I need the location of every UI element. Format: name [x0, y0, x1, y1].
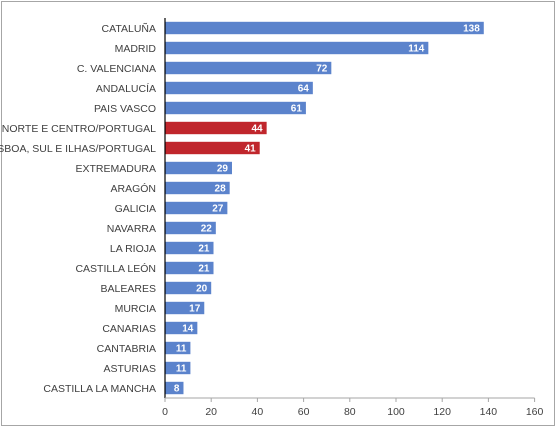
category-label-c-valenciana: C. VALENCIANA [77, 63, 156, 75]
data-label-aragon: 28 [215, 184, 227, 195]
data-label-madrid: 114 [408, 44, 425, 55]
category-label-lisboa-sul-e-ilhas-portugal: LISBOA, SUL E ILHAS/PORTUGAL [0, 143, 156, 155]
bar-andalucia [165, 81, 313, 95]
category-label-madrid: MADRID [115, 43, 157, 55]
bars-layer: 138 114 72 64 61 44 41 29 28 27 22 21 21 20 17 14 11 11 8 [165, 21, 484, 395]
category-label-castilla-leon: CASTILLA LEÓN [75, 262, 156, 275]
data-label-asturias: 11 [176, 364, 187, 375]
category-label-cataluna: CATALUÑA [102, 22, 156, 35]
x-tick-label: 40 [252, 406, 264, 418]
bar-castilla-la-mancha [165, 381, 184, 395]
x-tick-label: 0 [162, 406, 168, 418]
data-label-cantabria: 11 [176, 344, 187, 355]
category-label-galicia: GALICIA [115, 203, 156, 215]
bar-castilla-leon [165, 261, 214, 275]
bar-canarias [165, 321, 198, 335]
bar-pais-vasco [165, 101, 306, 115]
data-label-pais-vasco: 61 [291, 104, 303, 115]
data-label-norte-e-centro-portugal: 44 [252, 124, 264, 135]
category-label-cantabria: CANTABRIA [97, 343, 156, 355]
data-label-c-valenciana: 72 [316, 64, 328, 75]
data-label-galicia: 27 [212, 204, 224, 215]
data-label-murcia: 17 [189, 304, 201, 315]
bar-cataluna [165, 21, 484, 35]
bar-galicia [165, 201, 228, 215]
bar-madrid [165, 41, 429, 55]
x-axis: 0 20 40 60 80 100 120 140 160 [162, 18, 544, 418]
x-tick-label: 100 [387, 406, 405, 418]
data-label-canarias: 14 [182, 324, 194, 335]
bar-norte-e-centro-portugal [165, 121, 267, 135]
category-label-andalucia: ANDALUCÍA [96, 82, 156, 95]
category-label-navarra: NAVARRA [107, 223, 156, 235]
bar-baleares [165, 281, 212, 295]
data-label-extremadura: 29 [217, 164, 229, 175]
category-label-extremadura: EXTREMADURA [75, 163, 156, 175]
data-label-castilla-leon: 21 [198, 264, 210, 275]
bar-murcia [165, 301, 205, 315]
x-tick-label: 20 [205, 406, 217, 418]
category-label-murcia: MURCIA [115, 303, 156, 315]
data-label-castilla-la-mancha: 8 [174, 384, 180, 395]
x-tick-label: 80 [344, 406, 356, 418]
category-label-canarias: CANARIAS [102, 323, 156, 335]
category-label-aragon: ARAGÓN [110, 182, 156, 195]
x-tick-label: 60 [298, 406, 310, 418]
category-label-la-rioja: LA RIOJA [110, 243, 156, 255]
bar-navarra [165, 221, 216, 235]
data-label-andalucia: 64 [298, 84, 310, 95]
x-tick-label: 160 [526, 406, 544, 418]
category-label-pais-vasco: PAIS VASCO [94, 103, 156, 115]
category-label-asturias: ASTURIAS [103, 363, 156, 375]
bar-aragon [165, 181, 230, 195]
category-label-baleares: BALEARES [101, 283, 156, 295]
x-tick-label: 120 [433, 406, 451, 418]
data-label-cataluna: 138 [463, 24, 480, 35]
data-label-navarra: 22 [201, 224, 213, 235]
bar-asturias [165, 361, 191, 375]
data-label-la-rioja: 21 [198, 244, 210, 255]
bar-la-rioja [165, 241, 214, 255]
category-label-norte-e-centro-portugal: NORTE E CENTRO/PORTUGAL [2, 123, 156, 135]
bar-lisboa-sul-e-ilhas-portugal [165, 141, 260, 155]
bar-extremadura [165, 161, 232, 175]
x-tick-label: 140 [480, 406, 498, 418]
bar-cantabria [165, 341, 191, 355]
bar-c-valenciana [165, 61, 332, 75]
data-label-lisboa-sul-e-ilhas-portugal: 41 [245, 144, 257, 155]
category-labels: CATALUÑA MADRID C. VALENCIANA ANDALUCÍA PAIS… [0, 22, 156, 395]
category-label-castilla-la-mancha: CASTILLA LA MANCHA [43, 383, 156, 395]
data-label-baleares: 20 [196, 284, 208, 295]
